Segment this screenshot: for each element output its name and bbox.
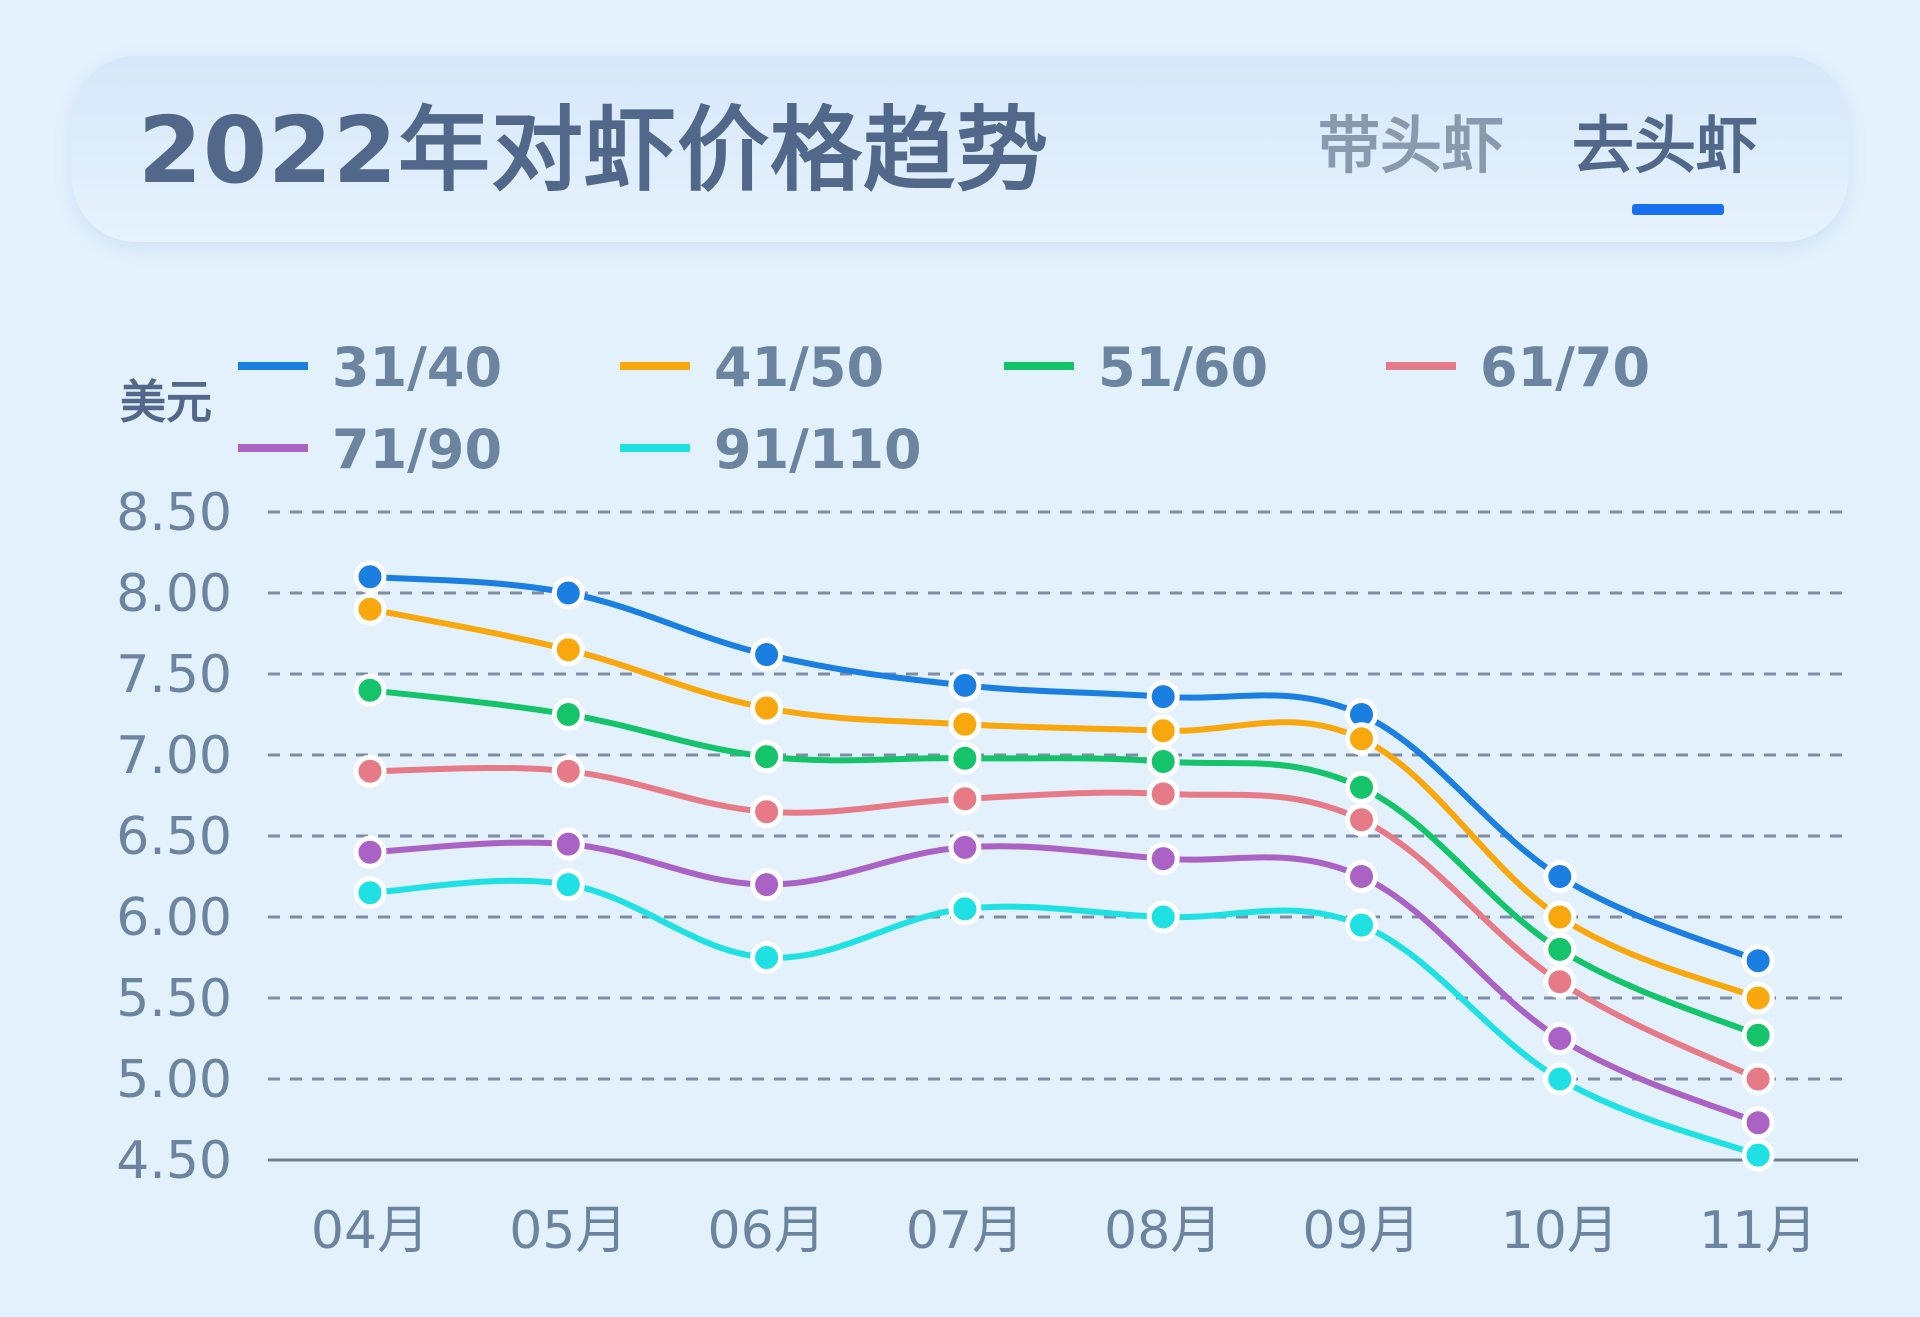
series-line	[367, 606, 1762, 1001]
legend-label: 31/40	[332, 336, 502, 399]
data-point	[1345, 722, 1378, 756]
data-point	[551, 698, 585, 731]
series-line	[367, 839, 1762, 1126]
y-tick-label: 8.00	[116, 564, 232, 624]
x-tick-label: 05月	[509, 1201, 627, 1261]
data-point	[1543, 965, 1577, 999]
x-tick-label: 07月	[906, 1201, 1024, 1261]
data-point	[1543, 1062, 1577, 1096]
data-point	[551, 633, 585, 667]
data-point	[1345, 860, 1378, 893]
data-point	[353, 835, 387, 869]
data-point	[1741, 1106, 1775, 1140]
x-axis-ticks: 04月 05月 06月 07月 08月 09月 10月 11月	[311, 1201, 1817, 1261]
data-point	[1345, 908, 1378, 942]
data-point	[1146, 714, 1180, 748]
data-point	[750, 740, 784, 774]
data-point	[1741, 1138, 1775, 1172]
data-point	[353, 876, 387, 910]
data-point	[1146, 900, 1180, 934]
page-title: 2022年对虾价格趋势	[138, 97, 1050, 204]
y-tick-label: 7.50	[116, 645, 232, 705]
data-point	[948, 668, 982, 702]
active-tab-indicator	[1632, 204, 1724, 215]
data-point	[1146, 777, 1180, 811]
legend-label: 51/60	[1098, 336, 1268, 399]
y-tick-label: 6.50	[116, 807, 232, 867]
x-tick-label: 09月	[1302, 1201, 1420, 1261]
y-tick-label: 5.00	[116, 1050, 232, 1110]
x-tick-label: 11月	[1699, 1201, 1817, 1261]
y-axis-ticks: 8.50 8.00 7.50 7.00 6.50 6.00 5.50 5.00 4.50	[116, 483, 232, 1191]
data-point	[1543, 900, 1577, 934]
series-line	[367, 687, 1762, 1039]
data-point	[750, 638, 784, 672]
x-tick-label: 04月	[311, 1201, 429, 1261]
legend: 31/40 41/50 51/60 61/70 71/90 91/110	[238, 336, 1650, 481]
data-point	[353, 592, 387, 626]
x-tick-label: 06月	[708, 1201, 826, 1261]
series-lines	[353, 560, 1775, 1172]
legend-label: 41/50	[714, 336, 884, 399]
data-point	[948, 741, 982, 775]
data-point	[750, 691, 784, 725]
legend-label: 91/110	[714, 418, 922, 481]
legend-label: 71/90	[332, 418, 502, 481]
x-tick-label: 10月	[1501, 1201, 1619, 1261]
data-point	[1146, 744, 1180, 778]
data-point	[353, 673, 387, 707]
data-point	[750, 941, 784, 974]
data-point	[948, 707, 982, 741]
y-tick-label: 7.00	[116, 726, 232, 786]
data-point	[551, 868, 585, 902]
data-point	[1741, 1018, 1775, 1052]
data-point	[551, 827, 585, 861]
data-point	[551, 754, 585, 788]
data-point	[750, 868, 784, 902]
data-point	[1741, 1062, 1775, 1096]
legend-label: 61/70	[1480, 336, 1650, 399]
series-line	[367, 764, 1762, 1082]
data-point	[1741, 944, 1775, 978]
tab-head-on-shrimp[interactable]: 带头虾	[1318, 109, 1505, 182]
data-point	[1146, 680, 1180, 714]
data-point	[1345, 770, 1378, 804]
data-point	[948, 830, 982, 864]
series-line	[367, 573, 1762, 964]
y-tick-label: 8.50	[116, 483, 232, 543]
y-tick-label: 6.00	[116, 888, 232, 948]
data-point	[1543, 1022, 1577, 1055]
data-point	[948, 892, 982, 926]
y-tick-label: 4.50	[116, 1131, 232, 1191]
series-line	[367, 877, 1762, 1159]
data-point	[1543, 932, 1577, 966]
data-point	[1741, 981, 1775, 1015]
y-tick-label: 5.50	[116, 969, 232, 1029]
grid-lines	[268, 510, 1858, 1162]
data-point	[353, 754, 387, 788]
data-point	[750, 795, 784, 829]
data-point	[1345, 803, 1378, 837]
header-card	[72, 56, 1848, 242]
data-point	[1543, 860, 1577, 893]
data-point	[1146, 842, 1180, 876]
x-tick-label: 08月	[1104, 1201, 1222, 1261]
data-point	[948, 782, 982, 816]
data-point	[353, 560, 387, 594]
data-point	[551, 576, 585, 610]
y-axis-unit-label: 美元	[120, 375, 212, 429]
tab-headless-shrimp[interactable]: 去头虾	[1572, 109, 1759, 182]
